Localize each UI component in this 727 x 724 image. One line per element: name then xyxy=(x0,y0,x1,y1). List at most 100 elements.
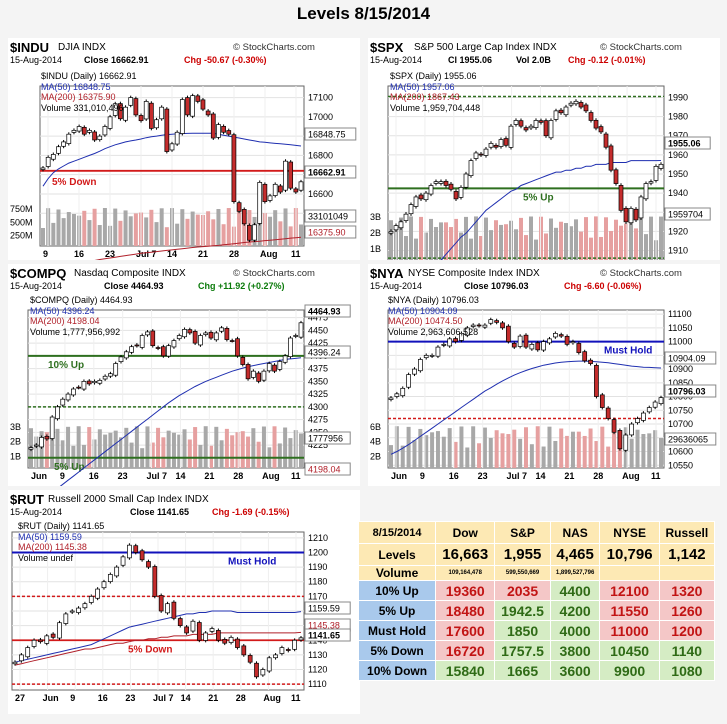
nya-legend-ma200: MA(200) 10474.50 xyxy=(388,316,463,326)
level-cell: 4000 xyxy=(549,620,601,641)
candle-body xyxy=(388,397,394,400)
stockcharts-brand: © StockCharts.com xyxy=(233,268,315,279)
volume-bar xyxy=(594,216,598,260)
volume-bar xyxy=(424,435,429,468)
candle-body xyxy=(578,102,584,108)
level-cell: 1080 xyxy=(658,660,716,681)
candle-body xyxy=(221,125,226,133)
y-tick-label: 11050 xyxy=(668,323,692,333)
candle-body xyxy=(55,406,60,420)
x-tick-label: 11 xyxy=(291,471,301,481)
volume-bar xyxy=(389,445,393,468)
y-tick-label: 4425 xyxy=(308,338,328,348)
candle-body xyxy=(92,381,97,384)
ma200-line xyxy=(14,631,302,666)
y-tick-label: 10900 xyxy=(668,364,693,374)
compq-symbol: $COMPQ xyxy=(10,266,67,281)
candle-body xyxy=(138,115,144,122)
level-cell: 1200 xyxy=(658,620,716,641)
rut-legend: $RUT (Daily) 1141.65 MA(50) 1159.59 MA(2… xyxy=(18,521,104,563)
volume-bar xyxy=(499,224,503,260)
volume-bar xyxy=(534,239,538,260)
spx-legend-ma50: MA(50) 1957.06 xyxy=(390,81,455,92)
volume-bar xyxy=(518,438,523,468)
volume-bar xyxy=(237,208,242,246)
level-row: Must Hold 17600 1850 4000 11000 1200 xyxy=(357,620,716,641)
y-tick-label: 4225 xyxy=(308,440,328,450)
y-tick-label: 4350 xyxy=(308,376,328,386)
x-tick-label: 21 xyxy=(564,471,574,481)
value-tag: 10796.03 xyxy=(664,384,717,398)
volume-bar xyxy=(529,444,534,468)
candle-body xyxy=(417,359,423,372)
spx-close: Cl 1955.06 xyxy=(448,55,493,65)
x-tick-label: 28 xyxy=(233,471,243,481)
volume-bar xyxy=(203,426,208,468)
stockcharts-brand: © StockCharts.com xyxy=(233,42,315,53)
candle-body xyxy=(76,386,81,389)
value-tag-box xyxy=(664,351,717,365)
candle-body xyxy=(120,556,126,566)
candle-body xyxy=(224,328,230,340)
candle-body xyxy=(435,346,441,357)
nya-close: Close 10796.03 xyxy=(464,281,529,291)
ma50-line xyxy=(390,360,662,455)
candle-body xyxy=(118,103,123,120)
candle-body xyxy=(127,544,132,559)
value-tag: 33101049 xyxy=(304,209,357,223)
indu-legend-volume: Volume 331,010,496 xyxy=(41,102,124,113)
x-tick-label: 14 xyxy=(181,693,191,703)
y-tick-label: 1950 xyxy=(668,169,688,179)
volume-bar xyxy=(649,216,653,260)
volume-bar xyxy=(641,433,646,468)
candle-body xyxy=(81,126,87,135)
volume-bar xyxy=(606,446,611,468)
candle-body xyxy=(517,335,523,347)
x-tick-label: 9 xyxy=(70,693,75,703)
y-tick-label: 1990 xyxy=(668,92,688,102)
candle-body xyxy=(97,379,103,384)
candle-body xyxy=(266,363,272,372)
volume-bar xyxy=(268,216,273,246)
candle-body xyxy=(190,95,195,117)
candle-body xyxy=(408,204,414,215)
candle-body xyxy=(279,647,285,654)
volume-bar xyxy=(535,426,540,468)
level-row: 5% Up 18480 1942.5 4200 11550 1260 xyxy=(357,600,716,621)
volume-tick-label: 2B xyxy=(370,228,381,238)
levels-table: 8/15/2014 Dow S&P NAS NYSE Russell Level… xyxy=(357,521,716,681)
candle-body xyxy=(209,628,215,632)
candle-body xyxy=(152,566,158,597)
volume-bar xyxy=(394,426,399,468)
rut-legend-ma200: MA(200) 1145.38 xyxy=(18,542,87,552)
candle-body xyxy=(428,185,434,195)
volume-bar xyxy=(506,434,511,468)
candle-body xyxy=(599,394,605,408)
x-tick-label: Jul 7 xyxy=(153,693,174,703)
volume-bar xyxy=(554,227,558,260)
candle-body xyxy=(247,224,252,241)
volume-bar xyxy=(509,220,513,260)
candle-body xyxy=(641,412,646,421)
volume-bar xyxy=(273,210,278,246)
candle-body xyxy=(273,654,278,659)
candle-body xyxy=(133,545,139,553)
volume-bar xyxy=(257,212,262,246)
candle-body xyxy=(463,173,469,188)
level-cell: 2035 xyxy=(494,580,551,601)
value-tag-text: 4396.24 xyxy=(308,348,341,358)
level-nas: 4,465 xyxy=(549,543,601,566)
value-tag: 1159.59 xyxy=(304,601,351,615)
compq-legend-price: $COMPQ (Daily) 4464.93 xyxy=(30,295,133,305)
volume-bar xyxy=(214,426,219,468)
volume-bar xyxy=(539,216,543,260)
value-tag: 1955.06 xyxy=(664,136,711,150)
rut-close: Close 1141.65 xyxy=(130,507,190,517)
indu-legend-ma200: MA(200) 16375.90 xyxy=(41,92,116,102)
candle-body xyxy=(149,102,154,129)
compq-legend: $COMPQ (Daily) 4464.93 MA(50) 4396.24 MA… xyxy=(30,295,133,337)
volume-bar xyxy=(389,220,393,260)
level-row-label: 10% Down xyxy=(357,660,437,681)
value-tag-text: 29636065 xyxy=(668,435,708,445)
candle-body xyxy=(203,332,209,335)
